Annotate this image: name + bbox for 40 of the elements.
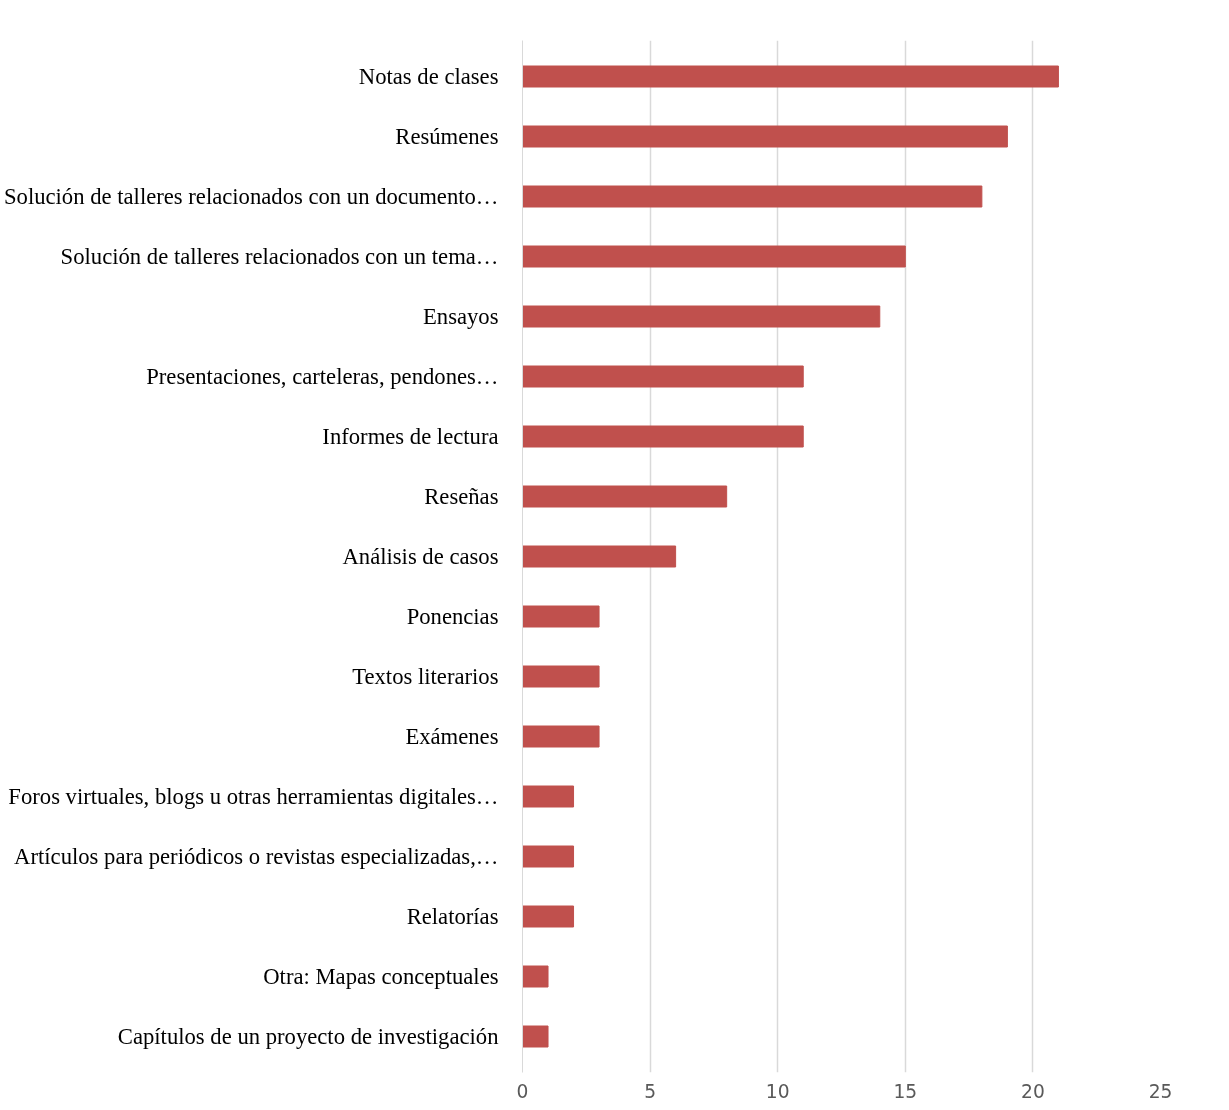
y-tick-label: Relatorías [406,904,499,929]
y-tick-label: Foros virtuales, blogs u otras herramientas digitales… [8,784,499,809]
bar [522,245,906,268]
bar [522,185,983,208]
bar [522,965,549,988]
bar [522,905,575,928]
y-tick-label: Ensayos [422,304,499,329]
y-tick-label: Solución de talleres relacionados con un tema… [60,244,499,269]
y-tick-label: Notas de clases [358,64,499,89]
bar [522,365,804,388]
y-tick-label: Otra: Mapas conceptuales [263,964,499,989]
x-tick-label: 20 [1021,1080,1045,1102]
x-tick-label: 10 [765,1080,790,1102]
bar [522,785,575,808]
y-tick-label: Informes de lectura [322,424,499,449]
x-tick-label: 5 [644,1080,657,1102]
y-tick-label: Reseñas [424,484,499,509]
bar [522,665,600,688]
bar [522,845,575,868]
y-tick-label: Textos literarios [352,664,499,689]
bar [522,305,881,328]
y-tick-label: Presentaciones, carteleras, pendones… [146,364,499,389]
bar [522,125,1008,148]
bar [522,1025,549,1048]
x-tick-label: 15 [893,1080,918,1102]
y-tick-label: Exámenes [405,724,499,749]
y-tick-label: Solución de talleres relacionados con un documento… [3,184,499,209]
x-tick-label: 25 [1148,1080,1173,1102]
bar [522,65,1059,88]
y-tick-label: Artículos para periódicos o revistas especializadas,… [14,844,499,869]
y-tick-label: Resúmenes [395,124,499,149]
y-tick-label: Capítulos de un proyecto de investigación [117,1024,499,1049]
bar [522,725,600,748]
x-tick-label: 0 [516,1080,529,1102]
y-tick-label: Análisis de casos [342,544,499,569]
bar [522,605,600,628]
bar [522,425,804,448]
bar [522,545,677,568]
bar [522,485,728,508]
y-tick-label: Ponencias [406,604,499,629]
